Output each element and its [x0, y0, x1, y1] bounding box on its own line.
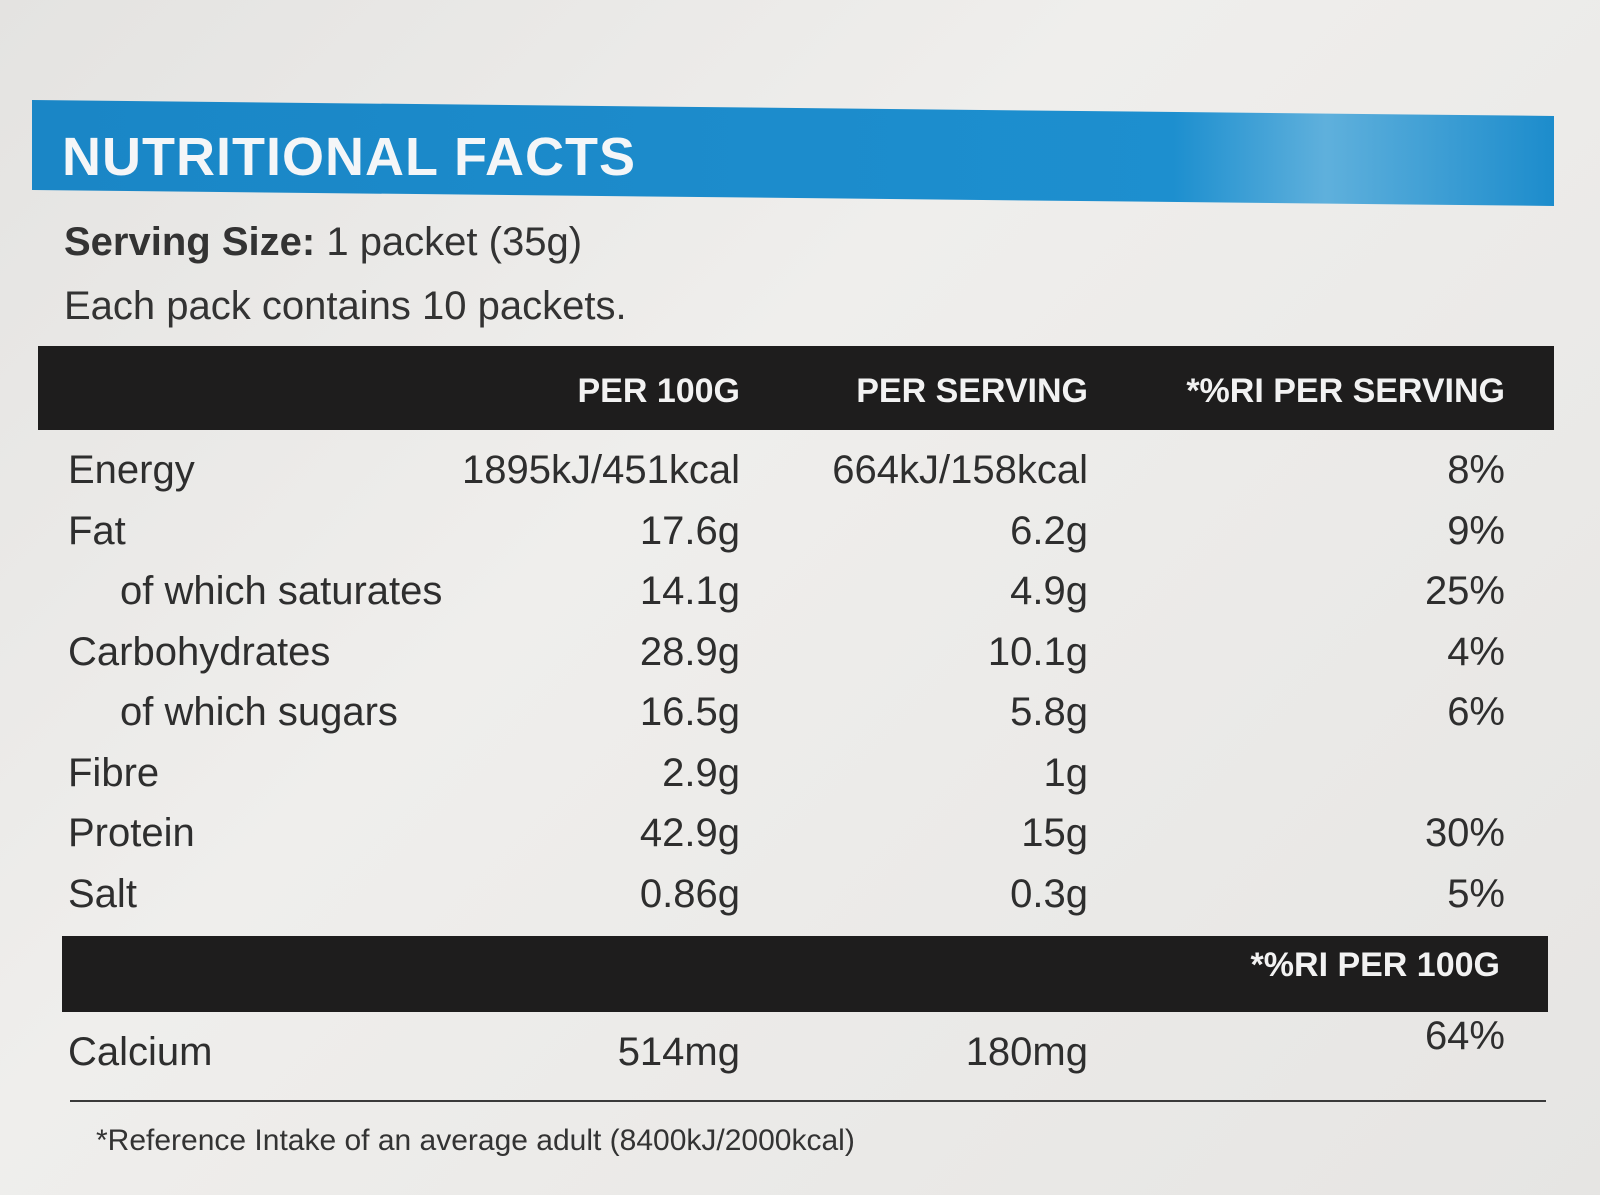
cell-value: 8%	[1447, 448, 1505, 492]
cell-value: 6.2g	[1010, 508, 1088, 553]
column-header: PER SERVING	[856, 372, 1088, 410]
row-label: Calcium	[68, 1030, 213, 1074]
cell-value: 514mg	[617, 1030, 740, 1074]
row-label: Fat	[68, 508, 126, 553]
cell-value: 2.9g	[662, 750, 740, 795]
cell-value: 5.8g	[1010, 690, 1088, 734]
cell-value: 30%	[1424, 811, 1505, 855]
cell-value: 5%	[1447, 871, 1505, 916]
column-header: *%RI PER SERVING	[1186, 372, 1505, 410]
cell-value: 64%	[1424, 1014, 1505, 1058]
sub-row-label: of which sugars	[120, 690, 398, 734]
second-header-bar	[62, 936, 1548, 1012]
cell-value: 180mg	[965, 1030, 1088, 1074]
serving-label: Serving Size:	[64, 220, 316, 264]
cell-value: 1g	[1043, 750, 1089, 795]
cell-value: 25%	[1424, 569, 1505, 613]
cell-value: 664kJ/158kcal	[832, 448, 1088, 492]
footnote: *Reference Intake of an average adult (8…	[96, 1124, 855, 1157]
cell-value: 4%	[1447, 629, 1505, 674]
serving-value: 1 packet (35g)	[326, 220, 583, 264]
column-header: PER 100G	[577, 372, 740, 410]
cell-value: 9%	[1447, 508, 1505, 553]
serving-size: Serving Size: 1 packet (35g)	[64, 220, 582, 265]
cell-value: 42.9g	[639, 811, 740, 855]
pack-note: Each pack contains 10 packets.	[64, 284, 627, 328]
row-label: Fibre	[68, 750, 160, 795]
row-label: Protein	[68, 811, 195, 855]
second-header: *%RI PER 100G	[1250, 946, 1500, 984]
row-label: Energy	[68, 448, 195, 492]
rule	[70, 1100, 1546, 1102]
cell-value: 14.1g	[639, 569, 740, 613]
cell-value: 4.9g	[1010, 569, 1088, 613]
sub-row-label: of which saturates	[120, 569, 443, 613]
cell-value: 1895kJ/451kcal	[462, 448, 740, 492]
cell-value: 0.86g	[639, 871, 740, 916]
title: NUTRITIONAL FACTS	[62, 127, 636, 187]
row-label: Carbohydrates	[68, 629, 331, 674]
header-bar	[38, 346, 1554, 430]
cell-value: 15g	[1021, 811, 1088, 855]
row-label: Salt	[68, 871, 137, 916]
cell-value: 16.5g	[639, 690, 740, 734]
cell-value: 10.1g	[987, 629, 1088, 674]
cell-value: 6%	[1447, 690, 1505, 734]
cell-value: 17.6g	[639, 508, 740, 553]
cell-value: 28.9g	[639, 629, 740, 674]
cell-value: 0.3g	[1010, 871, 1088, 916]
